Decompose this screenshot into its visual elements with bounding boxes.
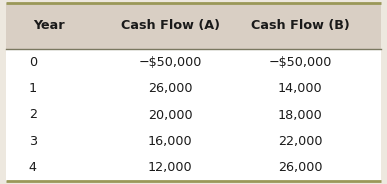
Text: 18,000: 18,000 [277,109,322,121]
Text: 16,000: 16,000 [148,135,193,148]
Text: −$50,000: −$50,000 [268,56,332,68]
Bar [6,49,381,181]
Text: Year: Year [33,19,65,32]
Text: Cash Flow (A): Cash Flow (A) [121,19,220,32]
Text: 3: 3 [29,135,37,148]
Text: 26,000: 26,000 [278,162,322,174]
Text: 26,000: 26,000 [148,82,192,95]
Text: 4: 4 [29,162,37,174]
Text: Cash Flow (B): Cash Flow (B) [250,19,349,32]
Text: 1: 1 [29,82,37,95]
Text: 20,000: 20,000 [148,109,193,121]
Text: −$50,000: −$50,000 [139,56,202,68]
Text: 12,000: 12,000 [148,162,193,174]
Bar [6,3,381,49]
Text: 14,000: 14,000 [277,82,322,95]
Text: 22,000: 22,000 [278,135,322,148]
Text: 2: 2 [29,109,37,121]
Text: 0: 0 [29,56,37,68]
